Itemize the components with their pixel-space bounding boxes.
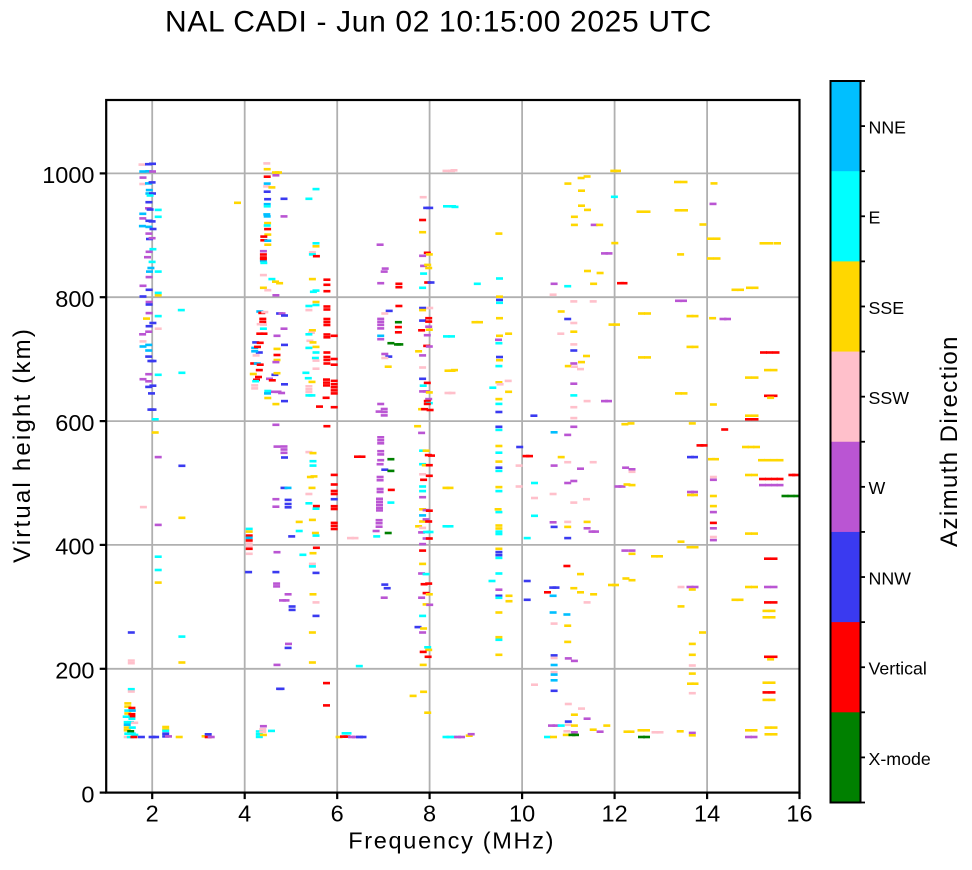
svg-text:400: 400 xyxy=(55,534,94,560)
svg-text:12: 12 xyxy=(602,800,628,826)
svg-text:SSE: SSE xyxy=(869,298,905,318)
svg-text:2: 2 xyxy=(146,800,159,826)
svg-text:1000: 1000 xyxy=(42,162,94,188)
svg-text:8: 8 xyxy=(423,800,436,826)
svg-text:NNW: NNW xyxy=(869,568,912,588)
svg-text:Azimuth Direction: Azimuth Direction xyxy=(936,335,963,547)
svg-text:10: 10 xyxy=(509,800,535,826)
svg-text:200: 200 xyxy=(55,658,94,684)
svg-text:0: 0 xyxy=(81,781,94,807)
svg-text:W: W xyxy=(869,478,886,498)
svg-text:4: 4 xyxy=(238,800,251,826)
svg-text:14: 14 xyxy=(694,800,720,826)
svg-text:800: 800 xyxy=(55,286,94,312)
svg-text:16: 16 xyxy=(786,800,812,826)
svg-text:Virtual height (km): Virtual height (km) xyxy=(9,327,36,563)
svg-text:600: 600 xyxy=(55,410,94,436)
svg-text:Frequency (MHz): Frequency (MHz) xyxy=(348,828,555,854)
svg-text:6: 6 xyxy=(331,800,344,826)
svg-text:SSW: SSW xyxy=(869,388,910,408)
svg-text:E: E xyxy=(869,208,881,228)
svg-text:Vertical: Vertical xyxy=(869,659,927,679)
svg-text:NAL CADI - Jun 02 10:15:00 202: NAL CADI - Jun 02 10:15:00 2025 UTC xyxy=(165,6,712,39)
svg-text:NNE: NNE xyxy=(869,118,907,138)
svg-text:X-mode: X-mode xyxy=(869,749,931,769)
